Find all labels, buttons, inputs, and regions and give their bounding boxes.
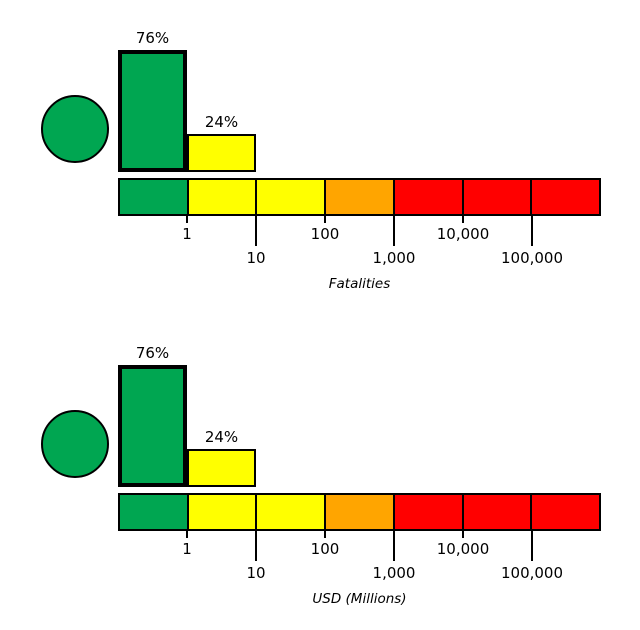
probability-bar [118,50,187,172]
axis-tick-label: 1,000 [372,249,416,267]
axis-tick-label: 1,000 [372,564,416,582]
axis-tick [255,531,257,561]
severity-segment-3 [326,495,393,529]
severity-segment-4 [394,180,462,214]
usd-millions-panel: 76% 24% 1 10 100 1,000 10,000 100,000 USD (Mil… [0,315,640,630]
probability-bar [187,134,256,172]
axis-tick [462,216,464,223]
severity-segment-1 [188,495,256,529]
bar-percent-label: 76% [135,29,170,47]
severity-segment-4 [394,495,462,529]
axis-tick [393,531,395,561]
axis-tick [531,216,533,246]
axis-tick [186,531,188,538]
axis-tick [324,216,326,223]
axis-tick [462,531,464,538]
severity-segment-3 [326,180,393,214]
severity-scale [118,493,601,531]
severity-segment-1 [188,180,256,214]
severity-segment-6 [532,180,600,214]
axis-tick-label: 100,000 [500,249,564,267]
severity-scale [118,178,601,216]
axis-tick-label: 10,000 [436,225,490,243]
axis-tick-label: 100 [310,540,340,558]
severity-segment-6 [532,495,600,529]
severity-segment-2 [257,180,325,214]
axis-tick [393,216,395,246]
axis-tick [324,531,326,538]
risk-indicator-circle [41,95,109,163]
probability-bar [187,449,256,487]
severity-segment-2 [257,495,325,529]
risk-indicator-circle [41,410,109,478]
severity-segment-0 [120,495,187,529]
axis-title: USD (Millions) [312,591,407,607]
bar-percent-label: 24% [204,113,239,131]
axis-tick-label: 100 [310,225,340,243]
fatalities-panel: 76% 24% 1 10 100 1,000 10,000 100,000 Fataliti… [41,0,601,292]
severity-segment-5 [463,180,531,214]
axis-tick-label: 1 [182,540,192,558]
bar-percent-label: 24% [204,428,239,446]
axis-tick [186,216,188,223]
axis-tick [255,216,257,246]
axis-tick [531,531,533,561]
axis-title: Fatalities [328,276,391,292]
axis-tick-label: 1 [182,225,192,243]
severity-segment-0 [120,180,187,214]
axis-tick-label: 10 [246,249,266,267]
probability-bars: 76% 24% [118,315,601,487]
axis-tick-label: 100,000 [500,564,564,582]
probability-bar [118,365,187,487]
bar-percent-label: 76% [135,344,170,362]
probability-bars: 76% 24% [118,0,601,172]
severity-segment-5 [463,495,531,529]
axis-tick-label: 10,000 [436,540,490,558]
axis-tick-label: 10 [246,564,266,582]
